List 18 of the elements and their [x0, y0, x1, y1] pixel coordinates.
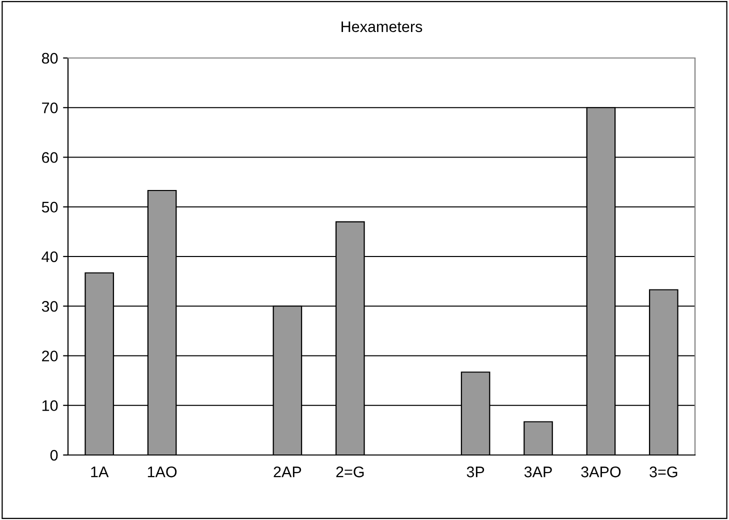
- y-tick-label: 20: [42, 350, 58, 362]
- chart-title: Hexameters: [342, 21, 422, 32]
- x-tick-label: 3AP: [524, 466, 552, 478]
- y-tick-label: 50: [42, 202, 58, 213]
- y-tick-label: 70: [42, 102, 58, 114]
- y-tick-label: 0: [50, 450, 58, 461]
- x-tick-label: 2AP: [274, 466, 302, 478]
- x-tick-label: 3P: [466, 466, 484, 478]
- x-tick-label: 1A: [91, 466, 109, 478]
- x-tick-label: 1AO: [148, 466, 177, 478]
- y-tick-label: 60: [42, 152, 58, 163]
- x-tick-label: 3=G: [650, 466, 678, 478]
- y-tick-label: 30: [42, 300, 58, 312]
- y-tick-label: 40: [42, 251, 58, 262]
- x-tick-label: 2=G: [336, 466, 364, 478]
- x-tick-label: 3APO: [581, 466, 621, 478]
- y-tick-label: 10: [42, 400, 58, 412]
- y-tick-label: 80: [42, 52, 58, 64]
